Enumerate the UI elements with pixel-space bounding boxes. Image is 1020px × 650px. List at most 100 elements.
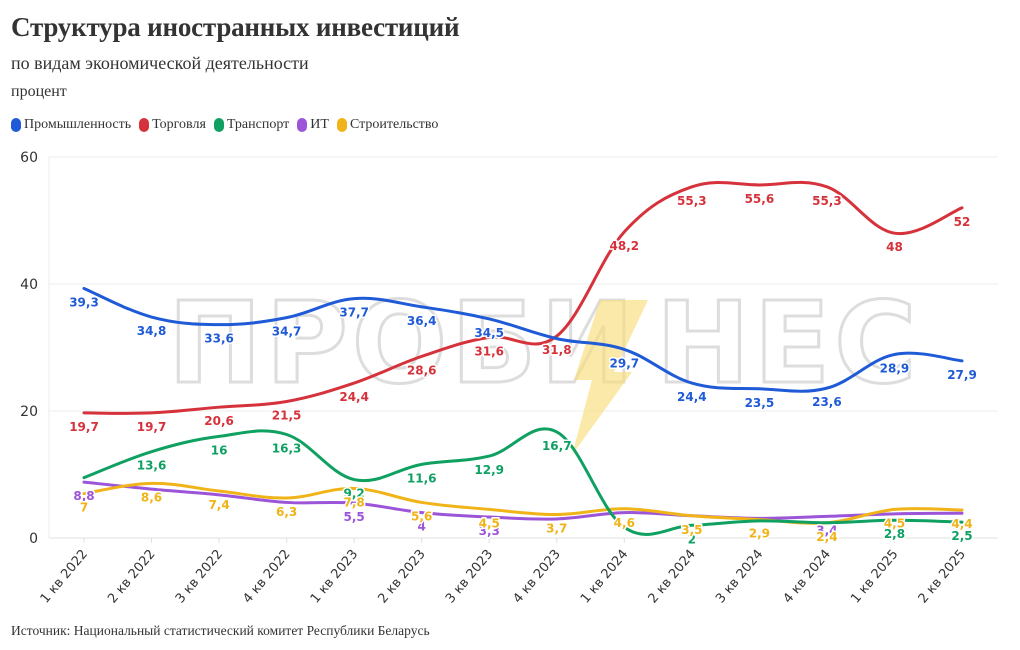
- data-label: 2,7: [749, 528, 770, 542]
- data-label: 28,9: [880, 361, 910, 375]
- legend-item-transport[interactable]: Транспорт: [213, 117, 290, 133]
- data-label: 3,3: [479, 524, 500, 538]
- legend: Промышленность Торговля Транспорт ИТ Стр…: [11, 117, 438, 133]
- watermark-text-right: НЕС: [656, 279, 920, 409]
- data-label: 27,9: [947, 368, 977, 382]
- chart-title: Структура иностранных инвестиций: [11, 12, 460, 42]
- legend-item-construction[interactable]: Строительство: [336, 117, 439, 133]
- data-label: 5,6: [411, 509, 432, 523]
- data-label: 2,4: [816, 530, 837, 544]
- x-tick-label: 4 кв 2024: [781, 547, 834, 607]
- x-tick-label: 4 кв 2023: [510, 547, 563, 607]
- data-label: 9,2: [344, 487, 365, 501]
- data-label: 8,8: [73, 489, 94, 503]
- y-tick-label: 20: [20, 404, 38, 420]
- legend-item-industry[interactable]: Промышленность: [11, 117, 131, 133]
- legend-swatch-icon: [297, 118, 308, 132]
- watermark-text-left: ПРОБИ: [168, 279, 638, 409]
- chart-unit: процент: [11, 83, 67, 100]
- data-label: 31,8: [542, 343, 572, 357]
- data-label: 23,6: [812, 395, 842, 409]
- data-label: 19,7: [137, 420, 167, 434]
- data-label: 21,5: [272, 408, 302, 422]
- data-label: 31,6: [474, 344, 504, 358]
- data-label: 29,7: [610, 356, 640, 370]
- x-tick-label: 1 кв 2023: [308, 547, 361, 607]
- data-label: 3,4: [816, 523, 837, 537]
- data-label: 34,7: [272, 325, 302, 339]
- data-label: 39,3: [69, 295, 99, 309]
- x-tick-label: 3 кв 2022: [173, 547, 226, 607]
- x-tick-label: 3 кв 2023: [443, 547, 496, 607]
- data-label: 2: [688, 532, 696, 546]
- legend-label: Транспорт: [226, 117, 290, 132]
- legend-swatch-icon: [139, 118, 150, 132]
- data-label: 4,4: [951, 517, 972, 531]
- x-tick-label: 4 кв 2022: [240, 547, 293, 607]
- data-label: 55,6: [745, 192, 775, 206]
- data-label: 36,4: [407, 314, 437, 328]
- data-label: 16: [211, 443, 228, 457]
- legend-swatch-icon: [11, 118, 21, 132]
- grid: [48, 156, 998, 543]
- y-axis: 0 20 40 60: [20, 150, 38, 547]
- series-line[interactable]: [82, 480, 964, 521]
- chart-subtitle: по видам экономической деятельности: [11, 53, 309, 73]
- data-label: 55,3: [812, 194, 842, 208]
- legend-label: Строительство: [349, 117, 439, 132]
- data-label: 34,5: [474, 326, 504, 340]
- data-label: 11,6: [407, 471, 437, 485]
- x-tick-label: 2 кв 2024: [646, 547, 699, 607]
- data-label: 20,6: [204, 414, 234, 428]
- data-label: 23,5: [745, 396, 775, 410]
- series-line[interactable]: [82, 286, 964, 393]
- data-label: 28,6: [407, 363, 437, 377]
- data-label: 8,6: [141, 490, 162, 504]
- data-labels: 39,334,833,6 34,737,736,434,529,724,4 23,5…: [68, 190, 979, 547]
- legend-label: ИТ: [310, 117, 329, 132]
- data-label: 4,6: [614, 516, 635, 530]
- data-label: 2,9: [749, 527, 770, 541]
- data-label: 7,8: [344, 495, 365, 509]
- data-label: 12,9: [474, 463, 504, 477]
- legend-item-it[interactable]: ИТ: [297, 117, 329, 133]
- data-label: 13,6: [137, 459, 167, 473]
- source-note: Источник: Национальный статистический ко…: [11, 623, 430, 638]
- x-tick-label: 2 кв 2025: [916, 547, 969, 607]
- x-tick-label: 1 кв 2025: [848, 547, 901, 607]
- data-label: 4,5: [884, 516, 905, 530]
- data-label: 4,5: [479, 516, 500, 530]
- x-tick-label: 1 кв 2022: [38, 547, 91, 607]
- x-tick-label: 1 кв 2024: [578, 547, 631, 607]
- legend-swatch-icon: [336, 118, 347, 132]
- x-tick-label: 2 кв 2022: [105, 547, 158, 607]
- data-label: 2,8: [884, 527, 905, 541]
- y-tick-label: 60: [20, 150, 38, 166]
- data-label: 16,7: [542, 439, 572, 453]
- data-label: 4: [418, 520, 426, 534]
- data-label: 3,7: [546, 522, 567, 536]
- data-label: 7,4: [208, 498, 229, 512]
- y-tick-label: 40: [20, 277, 38, 293]
- data-label: 19,7: [69, 420, 99, 434]
- data-label: 24,4: [677, 390, 707, 404]
- data-label: 48,2: [610, 239, 640, 253]
- data-label: 34,8: [137, 324, 167, 338]
- lightning-bolt-icon: [572, 300, 648, 455]
- y-tick-label: 0: [29, 531, 38, 547]
- x-axis: 1 кв 2022 2 кв 2022 3 кв 2022 4 кв 2022 1 кв…: [38, 547, 969, 607]
- data-label: 55,3: [677, 194, 707, 208]
- watermark: ПРОБИ НЕС: [167, 278, 920, 455]
- data-label: 2,5: [951, 529, 972, 543]
- data-label: 7: [80, 501, 88, 515]
- data-label: 16,3: [272, 441, 302, 455]
- data-label: 33,6: [204, 332, 234, 346]
- data-label: 48: [886, 240, 903, 254]
- legend-label: Промышленность: [24, 117, 132, 132]
- series-lines: [82, 180, 964, 536]
- legend-swatch-icon: [213, 118, 224, 132]
- legend-item-trade[interactable]: Торговля: [139, 117, 206, 133]
- series-line[interactable]: [82, 427, 964, 536]
- series-line[interactable]: [82, 180, 964, 415]
